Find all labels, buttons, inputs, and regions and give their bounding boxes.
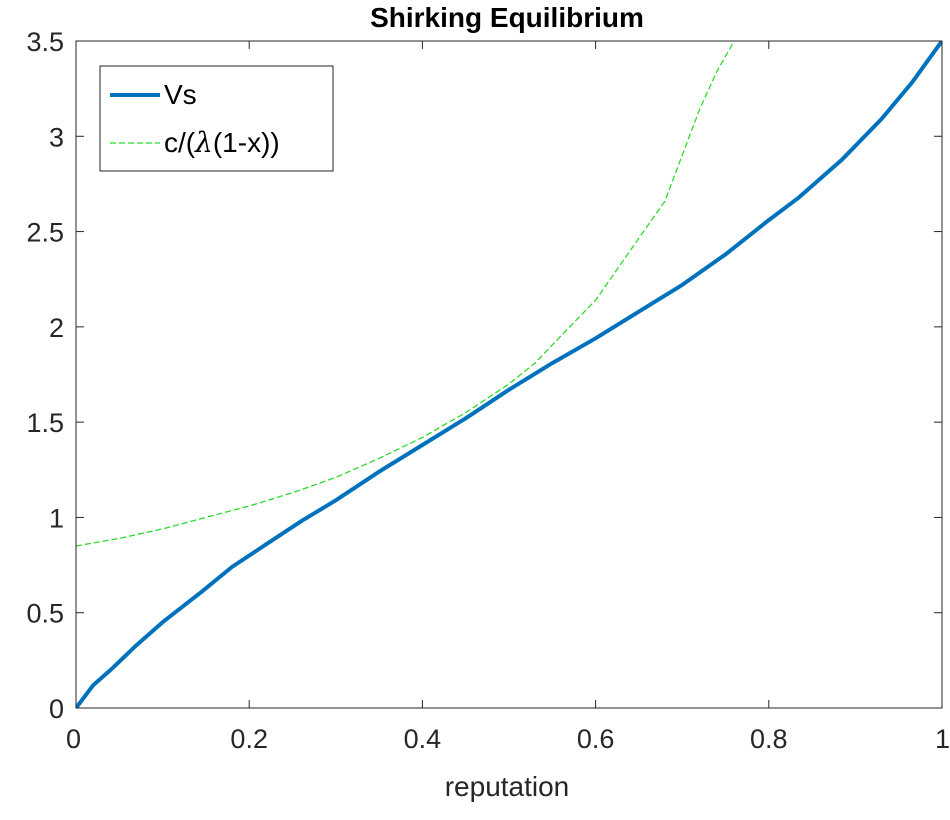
y-tick-label: 1.5 [26,408,64,438]
y-tick-label: 1 [49,503,64,533]
series-line-threshold [76,41,735,547]
x-tick-label: 0 [66,724,81,754]
x-tick-label: 1 [935,724,950,754]
x-tick-label: 0.2 [230,724,268,754]
y-tick-label: 3.5 [26,27,64,57]
y-tick-label: 2 [49,313,64,343]
x-axis-label: reputation [445,771,570,802]
series-line-vs [76,41,942,708]
y-tick-label: 0.5 [26,599,64,629]
y-tick-label: 2.5 [26,218,64,248]
legend-label-vs: Vs [164,79,197,110]
x-tick-label: 0.8 [750,724,788,754]
y-tick-label: 0 [49,694,64,724]
legend-box [99,65,334,172]
x-tick-label: 0.4 [404,724,442,754]
legend: Vs c/(λ(1-x)) [99,65,334,172]
legend-label-threshold: c/(λ(1-x)) [164,126,280,159]
y-tick-label: 3 [49,122,64,152]
axes-box [75,40,943,709]
chart-title: Shirking Equilibrium [370,2,644,33]
x-tick-label: 0.6 [577,724,615,754]
